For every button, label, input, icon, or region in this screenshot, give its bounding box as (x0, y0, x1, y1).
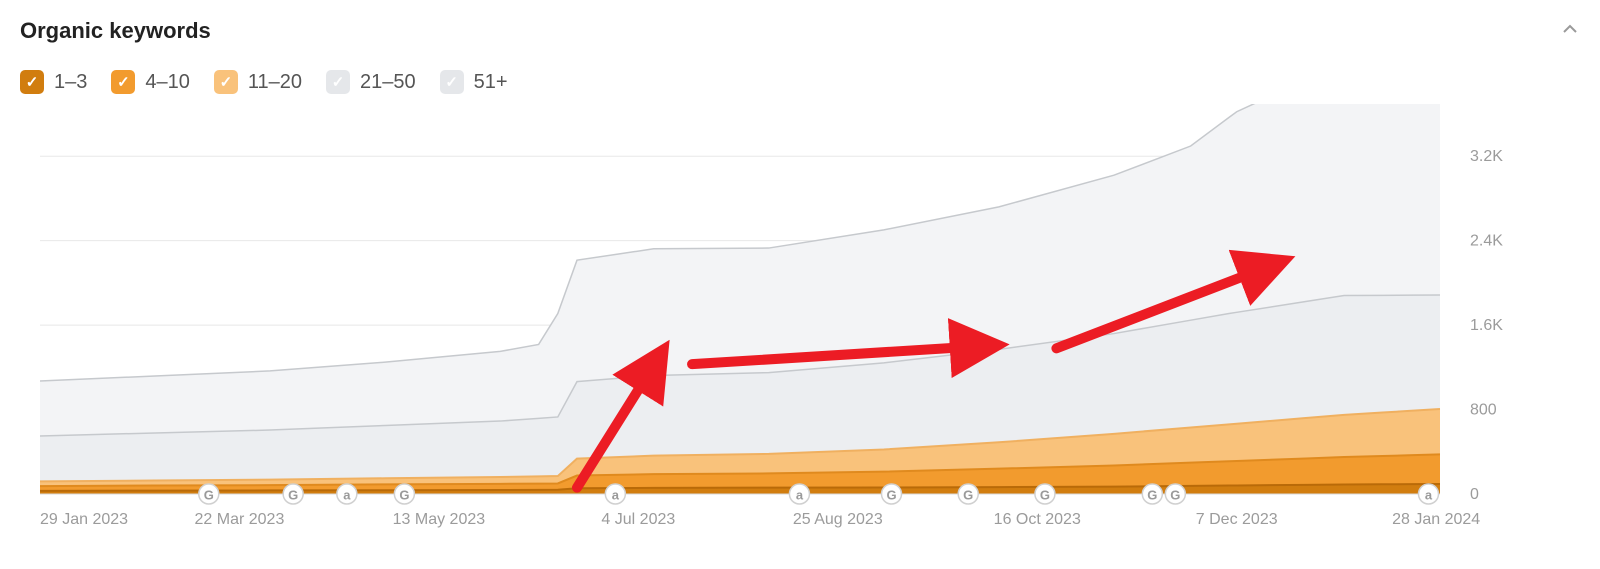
update-marker-label: G (399, 488, 409, 503)
update-marker-label: G (1147, 488, 1157, 503)
legend-item-4[interactable]: ✓ 51+ (440, 70, 508, 94)
update-marker-label: a (796, 488, 804, 503)
y-axis-label: 2.4K (1470, 233, 1503, 250)
y-axis-label: 0 (1470, 486, 1479, 503)
organic-keywords-panel: Organic keywords ✓ 1–3 ✓ 4–10 ✓ 11–20 ✓ 21–50 ✓ 5… (0, 0, 1600, 554)
legend-label: 4–10 (145, 71, 190, 94)
collapse-toggle[interactable] (1560, 19, 1580, 44)
y-axis-label: 800 (1470, 402, 1497, 419)
x-axis-label: 22 Mar 2023 (195, 511, 285, 528)
legend-item-3[interactable]: ✓ 21–50 (326, 70, 416, 94)
x-axis-label: 29 Jan 2023 (40, 511, 128, 528)
update-marker-label: a (343, 488, 351, 503)
update-marker-label: G (288, 488, 298, 503)
update-marker-label: G (204, 488, 214, 503)
legend-label: 11–20 (248, 71, 302, 94)
legend-item-2[interactable]: ✓ 11–20 (214, 70, 302, 94)
x-axis-label: 16 Oct 2023 (994, 511, 1081, 528)
x-axis-label: 7 Dec 2023 (1196, 511, 1278, 528)
legend-checkbox[interactable]: ✓ (20, 70, 44, 94)
update-marker-label: a (1425, 488, 1433, 503)
legend: ✓ 1–3 ✓ 4–10 ✓ 11–20 ✓ 21–50 ✓ 51+ (20, 70, 1580, 94)
legend-item-1[interactable]: ✓ 4–10 (111, 70, 190, 94)
y-axis-label: 3.2K (1470, 148, 1503, 165)
x-axis-label: 13 May 2023 (393, 511, 486, 528)
legend-checkbox[interactable]: ✓ (111, 70, 135, 94)
update-marker-label: G (1040, 488, 1050, 503)
y-axis-label: 1.6K (1470, 317, 1503, 334)
chevron-up-icon (1560, 19, 1580, 39)
legend-label: 21–50 (360, 71, 416, 94)
update-marker-label: G (963, 488, 973, 503)
update-marker-label: G (886, 488, 896, 503)
legend-checkbox[interactable]: ✓ (214, 70, 238, 94)
x-axis-label: 25 Aug 2023 (793, 511, 883, 528)
panel-title: Organic keywords (20, 18, 211, 44)
update-marker-label: a (612, 488, 620, 503)
legend-label: 51+ (474, 71, 508, 94)
legend-item-0[interactable]: ✓ 1–3 (20, 70, 87, 94)
legend-checkbox[interactable]: ✓ (440, 70, 464, 94)
update-marker-label: G (1170, 488, 1180, 503)
x-axis-label: 28 Jan 2024 (1392, 511, 1480, 528)
legend-checkbox[interactable]: ✓ (326, 70, 350, 94)
chart-container: 08001.6K2.4K3.2KGGaGaaGGGGGa29 Jan 20232… (20, 104, 1580, 544)
x-axis-label: 4 Jul 2023 (601, 511, 675, 528)
stacked-area-chart: 08001.6K2.4K3.2KGGaGaaGGGGGa29 Jan 20232… (20, 104, 1580, 544)
legend-label: 1–3 (54, 71, 87, 94)
panel-header: Organic keywords (20, 18, 1580, 44)
